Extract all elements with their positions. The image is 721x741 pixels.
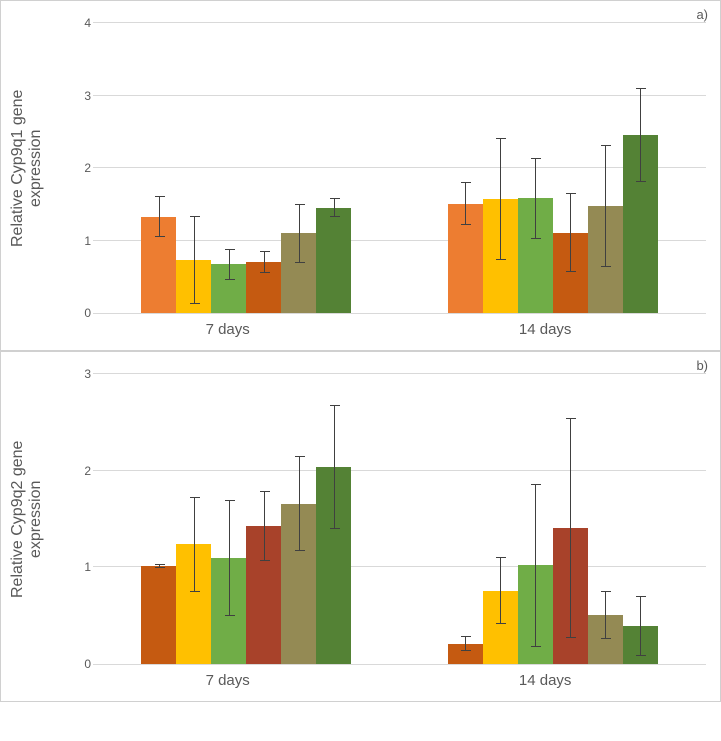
plot-area: 0123 (93, 374, 706, 664)
error-bar (640, 596, 641, 656)
bar (588, 615, 623, 664)
error-bar (264, 251, 265, 273)
error-bar (194, 497, 195, 592)
error-bar (229, 500, 230, 616)
bar (176, 260, 211, 313)
bar (211, 264, 246, 313)
error-bar (299, 204, 300, 263)
bar (448, 644, 483, 664)
error-bar (605, 591, 606, 639)
chart-panel: a)Relative Cyp9q1 gene expression012347 … (0, 0, 721, 351)
x-tick: 14 days (519, 321, 572, 338)
bar (623, 135, 658, 313)
plot-area: 01234 (93, 23, 706, 313)
x-tick: 7 days (206, 672, 250, 689)
error-bar (605, 145, 606, 267)
bar (316, 208, 351, 313)
bar (588, 206, 623, 313)
x-tick: 14 days (519, 672, 572, 689)
y-tick: 1 (84, 560, 91, 574)
error-bar (570, 418, 571, 638)
error-bar (229, 249, 230, 281)
chart-panel: b)Relative Cyp9q2 gene expression01237 d… (0, 351, 721, 702)
bar (246, 262, 281, 313)
panel-label: a) (696, 7, 708, 22)
error-bar (159, 196, 160, 237)
bar-group (448, 374, 658, 664)
error-bar (334, 405, 335, 529)
error-bar (500, 138, 501, 260)
y-tick: 2 (84, 464, 91, 478)
bar (176, 544, 211, 664)
y-tick: 0 (84, 306, 91, 320)
error-bar (159, 564, 160, 568)
y-tick: 1 (84, 234, 91, 248)
y-axis-label: Relative Cyp9q1 gene expression (5, 23, 53, 313)
bar (518, 565, 553, 664)
x-tick: 7 days (206, 321, 250, 338)
bar (553, 528, 588, 664)
error-bar (535, 484, 536, 646)
error-bar (500, 557, 501, 625)
error-bar (570, 193, 571, 271)
y-tick: 4 (84, 16, 91, 30)
y-tick: 2 (84, 161, 91, 175)
error-bar (334, 198, 335, 217)
error-bar (640, 88, 641, 182)
y-tick: 3 (84, 367, 91, 381)
y-tick: 0 (84, 657, 91, 671)
bar (483, 591, 518, 664)
error-bar (194, 216, 195, 304)
y-tick: 3 (84, 89, 91, 103)
bar (141, 217, 176, 313)
bar (281, 233, 316, 313)
panel-label: b) (696, 358, 708, 373)
bar-group (141, 374, 351, 664)
error-bar (299, 456, 300, 551)
bar (518, 198, 553, 313)
y-axis-label: Relative Cyp9q2 gene expression (5, 374, 53, 664)
bar (281, 504, 316, 664)
bar (211, 558, 246, 664)
bar (141, 566, 176, 664)
bar (483, 199, 518, 313)
bar (553, 233, 588, 313)
error-bar (264, 491, 265, 561)
bar (448, 204, 483, 313)
error-bar (465, 182, 466, 225)
bar (623, 626, 658, 664)
bar-group (448, 23, 658, 313)
error-bar (465, 636, 466, 651)
bar (246, 526, 281, 664)
bar (316, 467, 351, 664)
bar-group (141, 23, 351, 313)
error-bar (535, 158, 536, 239)
